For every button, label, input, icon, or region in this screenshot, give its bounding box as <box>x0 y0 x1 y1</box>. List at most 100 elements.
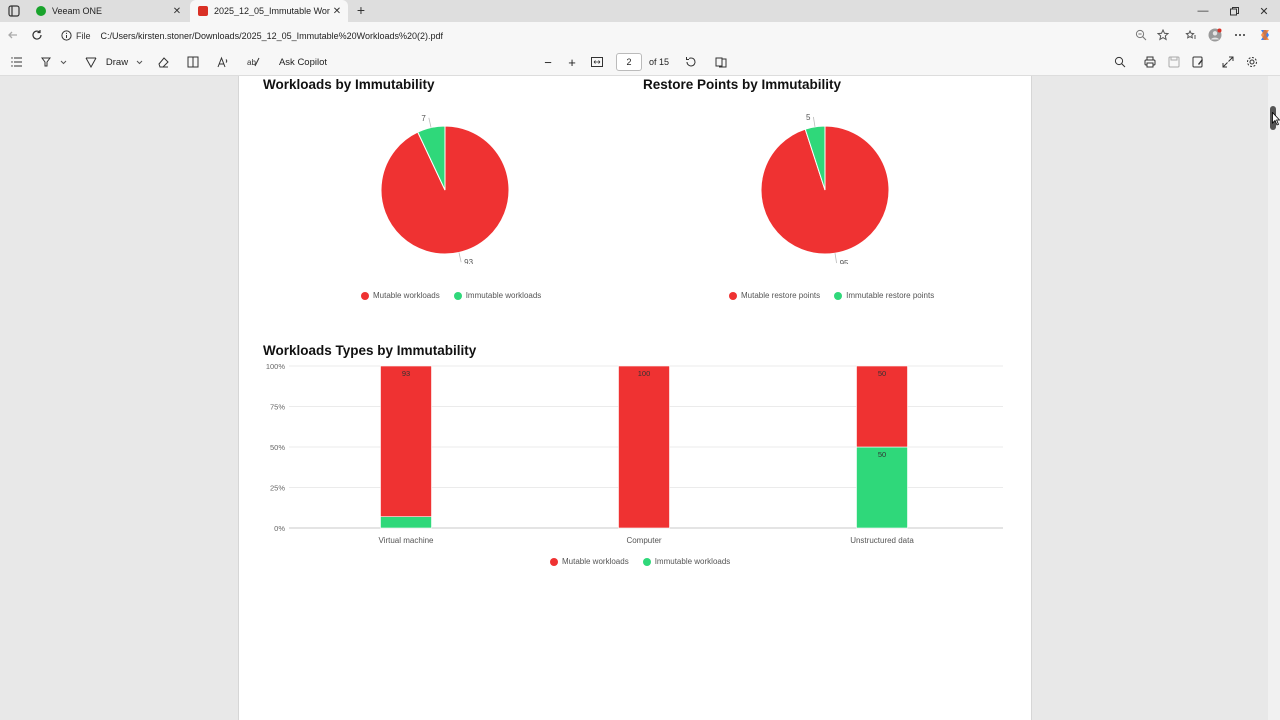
fullscreen-icon[interactable] <box>1220 54 1236 70</box>
address-bar[interactable]: File C:/Users/kirsten.stoner/Downloads/2… <box>54 25 1178 46</box>
types-bar-chart: 0% 25% 50% 75% 100% 93 Virtual machine 100 Compu… <box>266 362 1003 545</box>
bar-data-label: 50 <box>878 450 886 459</box>
restore-points-chart-title: Restore Points by Immutability <box>643 77 842 92</box>
profile-avatar-icon[interactable] <box>1207 27 1223 43</box>
y-tick-label: 25% <box>270 484 285 493</box>
draw-dropdown-icon[interactable] <box>134 54 144 70</box>
legend-label: Immutable workloads <box>654 557 731 566</box>
new-tab-button[interactable]: + <box>356 2 366 18</box>
mouse-cursor-icon <box>1272 112 1280 126</box>
legend-label: Immutable restore points <box>846 291 935 300</box>
zoom-out-button[interactable]: − <box>544 54 552 70</box>
ask-copilot-button[interactable]: Ask Copilot <box>278 56 328 68</box>
legend-immutable[interactable]: Immutable workloads <box>453 291 542 300</box>
eraser-icon[interactable] <box>155 54 171 70</box>
workloads-pie-chart: 93 7 <box>380 114 510 264</box>
workloads-leader-line <box>458 252 462 263</box>
legend-mutable[interactable]: Mutable restore points <box>729 291 820 300</box>
rotate-icon[interactable] <box>683 54 699 70</box>
vertical-scrollbar[interactable] <box>1268 76 1280 720</box>
pdf-viewer[interactable]: Workloads by Immutability 93 7 Mutable wo… <box>0 76 1268 720</box>
file-scheme-label: File <box>76 30 91 41</box>
total-pages-label: of 15 <box>649 57 670 67</box>
url-text[interactable]: C:/Users/kirsten.stoner/Downloads/2025_1… <box>100 30 444 41</box>
restore-points-legend: Mutable restore points Immutable restore… <box>729 291 948 300</box>
page-number-input[interactable]: 2 <box>616 53 642 71</box>
info-icon[interactable] <box>60 30 72 42</box>
legend-label: Mutable workloads <box>562 557 629 566</box>
legend-immutable[interactable]: Immutable restore points <box>834 291 934 300</box>
tab-actions-icon[interactable] <box>6 3 22 19</box>
mutable-dot-icon <box>550 557 558 566</box>
workloads-leader-line <box>428 117 432 128</box>
translate-icon[interactable]: ab <box>245 54 261 70</box>
pdf-toolbar: Draw ab Ask Copilot − + 2 of 15 <box>0 49 1280 76</box>
refresh-button[interactable] <box>29 27 45 43</box>
immutable-dot-icon <box>453 291 462 300</box>
tab-veeam-one[interactable]: Veeam ONE ✕ <box>28 0 188 22</box>
pdf-favicon-icon <box>198 6 208 16</box>
search-icon[interactable] <box>1112 54 1128 70</box>
types-chart-title: Workloads Types by Immutability <box>263 343 477 358</box>
fit-page-icon[interactable] <box>589 54 605 70</box>
two-page-view-icon[interactable] <box>713 54 729 70</box>
more-options-icon[interactable] <box>1232 27 1248 43</box>
highlight-dropdown-icon[interactable] <box>58 54 68 70</box>
restore-points-pie-chart: 95 5 <box>760 113 890 264</box>
bar-mutable[interactable] <box>856 365 908 448</box>
draw-button[interactable]: Draw <box>105 56 129 68</box>
immutable-dot-icon <box>834 291 843 300</box>
bar-mutable[interactable] <box>618 365 670 529</box>
favorites-icon[interactable] <box>1183 27 1199 43</box>
bar-data-label: 100 <box>638 369 651 378</box>
save-as-icon[interactable] <box>1190 54 1206 70</box>
bar-data-label: 50 <box>878 369 886 378</box>
bar-immutable[interactable] <box>856 446 908 529</box>
immutable-dot-icon <box>642 557 651 566</box>
page-view-icon[interactable] <box>185 54 201 70</box>
tab-title: 2025_12_05_Immutable Workloads <box>214 6 330 16</box>
copilot-icon[interactable] <box>1257 27 1273 43</box>
close-tab-icon[interactable]: ✕ <box>332 5 342 17</box>
contents-icon[interactable] <box>9 54 25 70</box>
settings-gear-icon[interactable] <box>1244 54 1260 70</box>
zoom-in-button[interactable]: + <box>568 54 576 70</box>
y-tick-label: 50% <box>270 443 285 452</box>
save-icon[interactable] <box>1166 54 1182 70</box>
favorite-star-icon[interactable] <box>1155 27 1171 43</box>
legend-label: Immutable workloads <box>465 291 542 300</box>
types-legend: Mutable workloads Immutable workloads <box>550 557 744 566</box>
close-window-button[interactable]: ✕ <box>1259 5 1269 18</box>
bar-immutable[interactable] <box>380 516 432 529</box>
read-aloud-icon[interactable] <box>215 54 231 70</box>
print-icon[interactable] <box>1142 54 1158 70</box>
legend-mutable[interactable]: Mutable workloads <box>550 557 629 566</box>
draw-icon[interactable] <box>83 54 99 70</box>
tab-pdf[interactable]: 2025_12_05_Immutable Workloads ✕ <box>190 0 348 22</box>
x-tick-label: Unstructured data <box>850 536 914 545</box>
restore-points-leader-line <box>834 253 837 264</box>
y-tick-label: 75% <box>270 403 285 412</box>
legend-mutable[interactable]: Mutable workloads <box>361 291 440 300</box>
back-button[interactable] <box>5 27 21 43</box>
legend-label: Mutable workloads <box>373 291 440 300</box>
bar-mutable[interactable] <box>380 365 432 517</box>
tab-title: Veeam ONE <box>52 6 103 16</box>
x-tick-label: Computer <box>626 536 661 545</box>
workloads-chart-title: Workloads by Immutability <box>263 77 435 92</box>
legend-immutable[interactable]: Immutable workloads <box>642 557 731 566</box>
highlight-icon[interactable] <box>38 54 54 70</box>
restore-points-slice-immutable[interactable] <box>804 125 826 191</box>
restore-points-leader-line <box>813 116 816 127</box>
workloads-data-label: 7 <box>421 114 426 123</box>
restore-button[interactable] <box>1219 0 1249 22</box>
minimize-button[interactable]: — <box>1197 5 1209 17</box>
mutable-dot-icon <box>729 291 737 300</box>
address-bar-row: File C:/Users/kirsten.stoner/Downloads/2… <box>0 22 1280 49</box>
workloads-slice-immutable[interactable] <box>417 125 446 191</box>
tab-strip: Veeam ONE ✕ 2025_12_05_Immutable Workloa… <box>0 0 1280 22</box>
y-tick-label: 0% <box>274 524 285 533</box>
close-tab-icon[interactable]: ✕ <box>172 5 182 17</box>
zoom-icon[interactable] <box>1133 27 1149 43</box>
workloads-data-label: 93 <box>464 258 473 264</box>
